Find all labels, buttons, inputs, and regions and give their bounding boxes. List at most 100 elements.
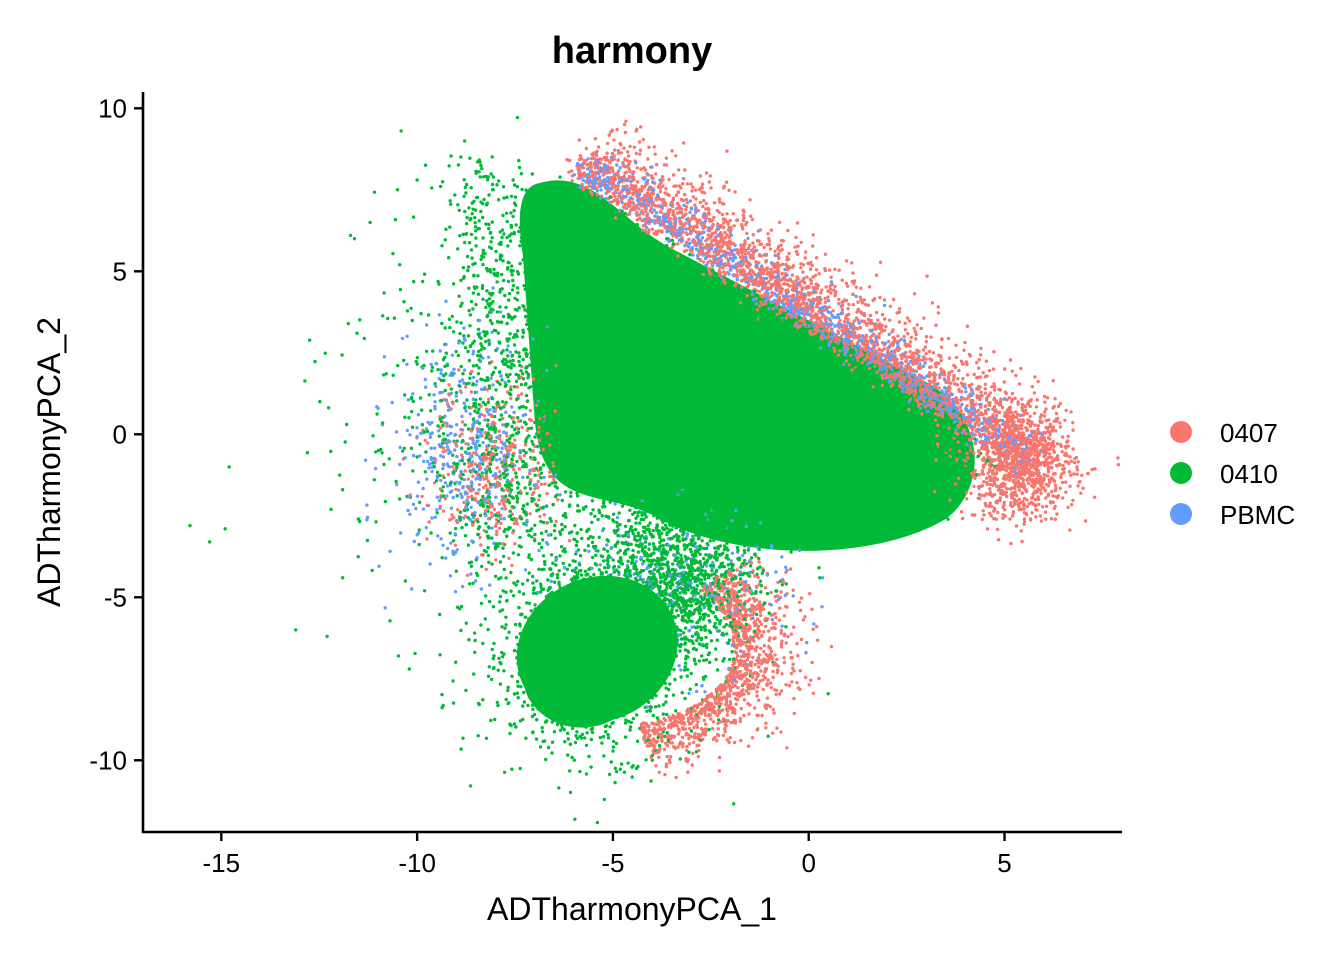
- data-point: [771, 508, 775, 512]
- data-point: [845, 349, 849, 354]
- data-point: [466, 477, 470, 481]
- data-point: [706, 613, 710, 618]
- data-point: [621, 490, 625, 494]
- data-point: [820, 605, 824, 609]
- data-point: [758, 489, 762, 494]
- data-point: [579, 736, 584, 740]
- data-point: [474, 236, 478, 240]
- data-point: [462, 334, 466, 338]
- data-point: [484, 305, 488, 310]
- data-point: [1005, 487, 1009, 491]
- data-point: [573, 222, 577, 227]
- data-point: [435, 495, 439, 499]
- data-point: [691, 740, 696, 745]
- data-point: [652, 145, 656, 149]
- data-point: [509, 385, 513, 389]
- data-point: [755, 612, 759, 617]
- data-point: [453, 589, 458, 594]
- data-point: [704, 467, 708, 471]
- data-point: [1075, 465, 1079, 469]
- data-point: [947, 377, 951, 381]
- data-point: [405, 334, 409, 338]
- data-point: [692, 455, 696, 459]
- data-point: [425, 459, 430, 464]
- data-point: [697, 716, 701, 720]
- data-point: [748, 500, 753, 504]
- data-point: [405, 309, 410, 313]
- data-point: [721, 478, 725, 482]
- data-point: [558, 728, 563, 732]
- data-point: [624, 718, 628, 722]
- data-point: [533, 603, 537, 607]
- data-point: [804, 250, 808, 254]
- data-point: [547, 339, 551, 343]
- data-point: [539, 519, 543, 524]
- data-point: [951, 378, 955, 382]
- data-point: [466, 495, 470, 499]
- data-point: [498, 682, 503, 686]
- data-point: [714, 568, 719, 572]
- data-point: [589, 765, 593, 769]
- data-point: [728, 525, 732, 529]
- data-point: [531, 321, 536, 325]
- data-point: [638, 216, 642, 221]
- data-point: [518, 244, 522, 248]
- data-point: [713, 546, 717, 550]
- data-point: [644, 758, 648, 762]
- data-point: [469, 248, 474, 252]
- data-point: [570, 191, 574, 195]
- data-point: [458, 384, 462, 388]
- data-point: [758, 304, 762, 308]
- data-point: [751, 386, 756, 391]
- data-point: [828, 287, 833, 291]
- data-point: [746, 251, 751, 255]
- data-point: [969, 491, 973, 495]
- data-point: [791, 662, 795, 666]
- data-point: [453, 448, 457, 452]
- data-point: [611, 739, 616, 744]
- data-point: [432, 446, 437, 450]
- data-point: [608, 725, 612, 729]
- data-point: [745, 294, 749, 298]
- data-point: [934, 323, 938, 327]
- data-point: [784, 625, 788, 629]
- data-point: [573, 559, 577, 564]
- data-point: [922, 316, 926, 320]
- data-point: [1064, 408, 1068, 413]
- data-point: [791, 594, 795, 598]
- data-point: [563, 525, 567, 529]
- data-point: [836, 341, 840, 345]
- data-point: [926, 449, 930, 453]
- data-point: [856, 502, 860, 506]
- data-point: [666, 476, 671, 480]
- data-point: [554, 387, 559, 391]
- data-point: [572, 537, 576, 542]
- data-point: [491, 175, 496, 179]
- data-point: [451, 701, 456, 705]
- data-point: [449, 202, 453, 206]
- data-point: [437, 313, 441, 317]
- data-point: [738, 719, 743, 724]
- data-point: [528, 408, 533, 413]
- data-point: [358, 519, 362, 524]
- data-point: [775, 594, 780, 598]
- data-point: [1021, 413, 1025, 417]
- data-point: [755, 617, 760, 621]
- data-point: [421, 486, 425, 491]
- data-point: [474, 169, 478, 173]
- data-point: [415, 426, 419, 430]
- data-point: [727, 188, 731, 192]
- data-point: [735, 275, 739, 279]
- data-point: [449, 506, 454, 510]
- data-point: [437, 434, 441, 438]
- data-point: [476, 734, 480, 738]
- data-point: [802, 488, 807, 493]
- data-point: [909, 335, 913, 340]
- data-point: [552, 477, 556, 482]
- data-point: [493, 430, 497, 434]
- data-point: [712, 535, 716, 539]
- data-point: [499, 450, 503, 454]
- data-point: [638, 315, 643, 319]
- data-point: [479, 200, 483, 204]
- data-point: [767, 307, 771, 311]
